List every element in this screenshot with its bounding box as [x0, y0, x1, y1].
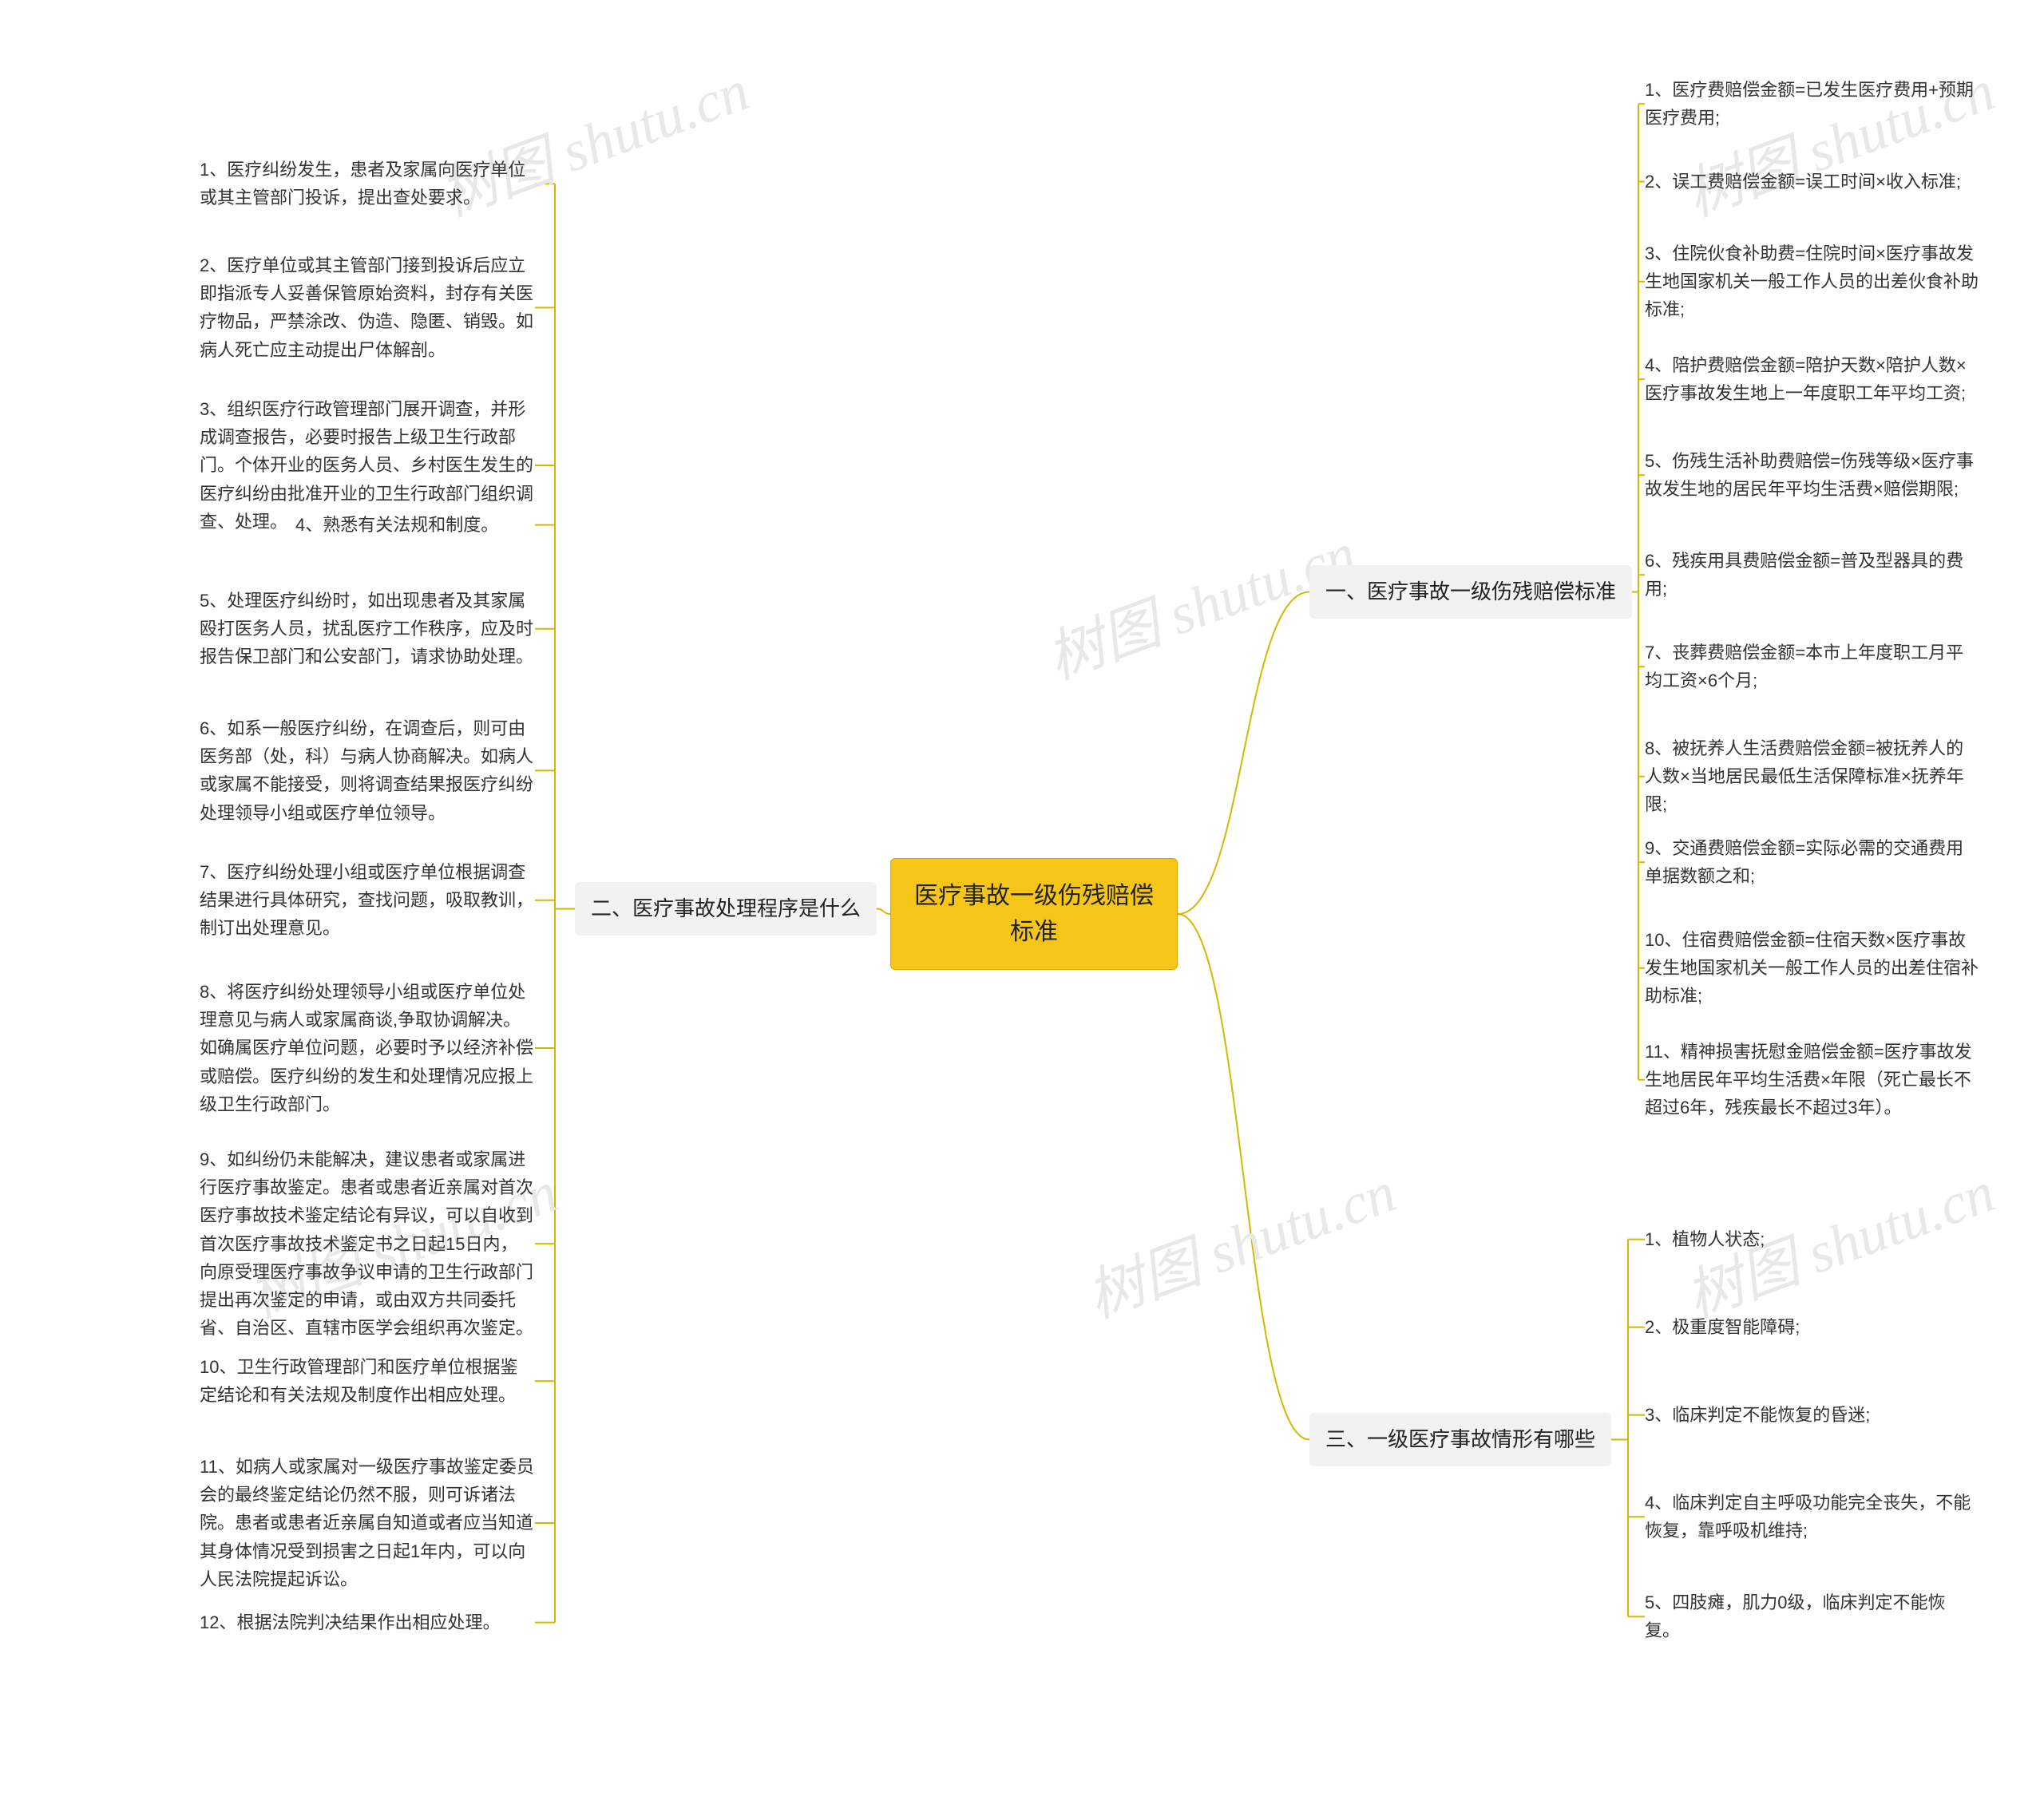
leaf-b1-6: 7、丧葬费赔偿金额=本市上年度职工月平均工资×6个月;	[1645, 639, 1980, 694]
leaf-b3-4: 5、四肢瘫，肌力0级，临床判定不能恢复。	[1645, 1588, 1980, 1644]
root-node: 医疗事故一级伤残赔偿标准	[890, 858, 1178, 970]
leaf-b3-1: 2、极重度智能障碍;	[1645, 1313, 1980, 1341]
leaf-b1-2: 3、住院伙食补助费=住院时间×医疗事故发生地国家机关一般工作人员的出差伙食补助标…	[1645, 239, 1980, 324]
branch-3: 三、一级医疗事故情形有哪些	[1309, 1413, 1611, 1466]
leaf-b2-11: 12、根据法院判决结果作出相应处理。	[200, 1608, 535, 1636]
leaf-b2-9: 10、卫生行政管理部门和医疗单位根据鉴定结论和有关法规及制度作出相应处理。	[200, 1353, 535, 1409]
leaf-b1-1: 2、误工费赔偿金额=误工时间×收入标准;	[1645, 168, 1980, 196]
leaf-b2-1: 2、医疗单位或其主管部门接到投诉后应立即指派专人妥善保管原始资料，封存有关医疗物…	[200, 251, 535, 364]
mindmap-canvas: 树图 shutu.cn树图 shutu.cn树图 shutu.cn树图 shut…	[0, 0, 2044, 1800]
leaf-b2-10: 11、如病人或家属对一级医疗事故鉴定委员会的最终鉴定结论仍然不服，则可诉诸法院。…	[200, 1453, 535, 1593]
leaf-b2-4: 5、处理医疗纠纷时，如出现患者及其家属殴打医务人员，扰乱医疗工作秩序，应及时报告…	[200, 587, 535, 671]
branch-2: 二、医疗事故处理程序是什么	[575, 882, 877, 936]
leaf-b2-5: 6、如系一般医疗纠纷，在调查后，则可由医务部（处，科）与病人协商解决。如病人或家…	[200, 714, 535, 827]
leaf-b2-0: 1、医疗纠纷发生，患者及家属向医疗单位或其主管部门投诉，提出查处要求。	[200, 156, 535, 212]
leaf-b1-9: 10、住宿费赔偿金额=住宿天数×医疗事故发生地国家机关一般工作人员的出差住宿补助…	[1645, 926, 1980, 1011]
leaf-b3-3: 4、临床判定自主呼吸功能完全丧失，不能恢复，靠呼吸机维持;	[1645, 1489, 1980, 1545]
leaf-b3-0: 1、植物人状态;	[1645, 1225, 1980, 1253]
leaf-b1-8: 9、交通费赔偿金额=实际必需的交通费用单据数额之和;	[1645, 834, 1980, 890]
leaf-b2-3: 4、熟悉有关法规和制度。	[295, 511, 535, 539]
leaf-b1-3: 4、陪护费赔偿金额=陪护天数×陪护人数×医疗事故发生地上一年度职工年平均工资;	[1645, 351, 1980, 407]
leaf-b2-7: 8、将医疗纠纷处理领导小组或医疗单位处理意见与病人或家属商谈,争取协调解决。如确…	[200, 978, 535, 1118]
branch-1: 一、医疗事故一级伤残赔偿标准	[1309, 565, 1632, 619]
leaf-b1-0: 1、医疗费赔偿金额=已发生医疗费用+预期医疗费用;	[1645, 76, 1980, 132]
leaf-b1-7: 8、被抚养人生活费赔偿金额=被抚养人的人数×当地居民最低生活保障标准×抚养年限;	[1645, 734, 1980, 819]
leaf-b3-2: 3、临床判定不能恢复的昏迷;	[1645, 1401, 1980, 1429]
leaf-b2-8: 9、如纠纷仍未能解决，建议患者或家属进行医疗事故鉴定。患者或患者近亲属对首次医疗…	[200, 1145, 535, 1342]
watermark: 树图 shutu.cn	[1672, 43, 2004, 232]
watermark: 树图 shutu.cn	[1073, 1145, 1405, 1334]
leaf-b1-4: 5、伤残生活补助费赔偿=伤残等级×医疗事故发生地的居民年平均生活费×赔偿期限;	[1645, 447, 1980, 503]
leaf-b2-6: 7、医疗纠纷处理小组或医疗单位根据调查结果进行具体研究，查找问题，吸取教训，制订…	[200, 858, 535, 943]
leaf-b1-5: 6、残疾用具费赔偿金额=普及型器具的费用;	[1645, 547, 1980, 603]
leaf-b1-10: 11、精神损害抚慰金赔偿金额=医疗事故发生地居民年平均生活费×年限（死亡最长不超…	[1645, 1038, 1980, 1122]
